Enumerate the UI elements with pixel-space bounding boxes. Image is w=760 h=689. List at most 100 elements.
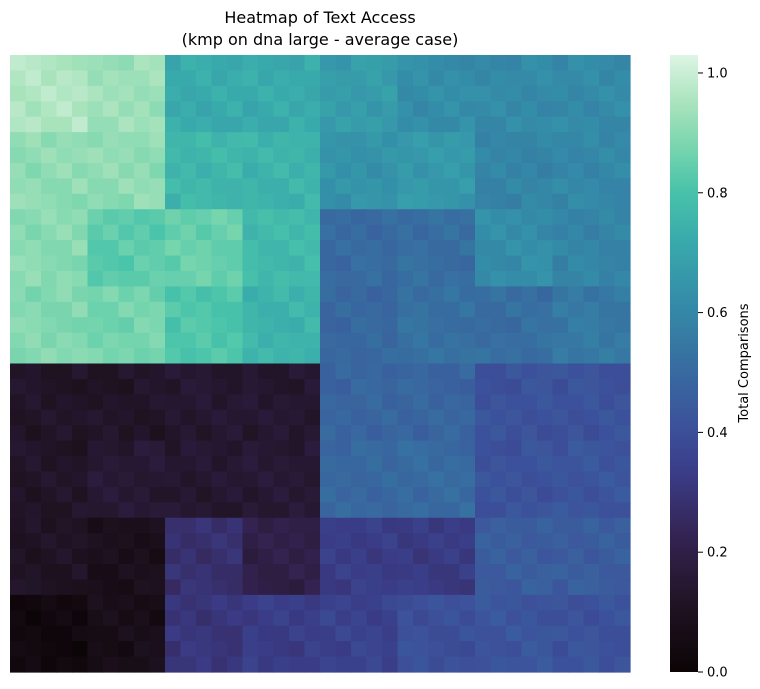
heatmap-subcell [475,85,492,102]
heatmap-subcell [273,656,290,673]
heatmap-subcell [196,147,213,164]
heatmap-subcell [506,132,523,149]
heatmap-subcell [366,625,383,642]
heatmap-subcell [444,255,461,272]
heatmap-subcell [134,394,151,411]
heatmap-subcell [165,240,182,257]
heatmap-subcell [180,548,197,565]
heatmap-subcell [10,348,27,365]
heatmap-subcell [537,116,554,133]
heatmap-subcell [428,471,445,488]
heatmap-subcell [552,301,569,318]
heatmap-subcell [382,641,399,658]
heatmap-subcell [320,564,337,581]
heatmap-subcell [180,116,197,133]
heatmap-subcell [428,641,445,658]
heatmap-subcell [459,486,476,503]
heatmap-subcell [599,116,616,133]
heatmap-subcell [196,85,213,102]
heatmap-subcell [382,363,399,380]
heatmap-subcell [444,378,461,395]
heatmap-subcell [180,425,197,442]
heatmap-subcell [537,409,554,426]
heatmap-subcell [10,193,27,210]
heatmap-subcell [196,471,213,488]
heatmap-subcell [521,240,538,257]
heatmap-subcell [273,209,290,226]
heatmap-subcell [475,240,492,257]
heatmap-subcell [211,116,228,133]
heatmap-subcell [118,70,135,87]
heatmap-subcell [273,409,290,426]
heatmap-subcell [599,209,616,226]
heatmap-subcell [56,317,73,334]
heatmap-subcell [537,579,554,596]
heatmap-subcell [444,610,461,627]
heatmap-subcell [413,641,430,658]
heatmap-subcell [614,286,631,303]
heatmap-subcell [289,85,306,102]
heatmap-subcell [351,656,368,673]
heatmap-cell [87,517,166,596]
heatmap-cell [475,517,554,596]
heatmap-cell [552,132,631,210]
heatmap-subcell [25,255,42,272]
heatmap-subcell [242,656,259,673]
heatmap-subcell [242,378,259,395]
heatmap-subcell [196,548,213,565]
heatmap-subcell [366,209,383,226]
heatmap-subcell [413,317,430,334]
heatmap-subcell [521,656,538,673]
heatmap-subcell [180,625,197,642]
heatmap-subcell [103,240,120,257]
heatmap-subcell [599,162,616,179]
heatmap-subcell [211,270,228,287]
heatmap-subcell [72,456,89,473]
heatmap-subcell [227,517,244,534]
heatmap-subcell [10,116,27,133]
heatmap-subcell [552,641,569,658]
heatmap-cell [320,594,399,673]
heatmap-subcell [552,162,569,179]
heatmap-subcell [134,255,151,272]
heatmap-subcell [72,178,89,195]
heatmap-subcell [56,270,73,287]
heatmap-subcell [413,502,430,519]
heatmap-subcell [614,502,631,519]
heatmap-subcell [149,193,166,210]
heatmap-subcell [304,610,321,627]
heatmap-subcell [397,209,414,226]
heatmap-subcell [583,332,600,349]
heatmap-subcell [428,240,445,257]
heatmap-subcell [165,348,182,365]
heatmap-subcell [134,224,151,241]
heatmap-subcell [41,116,58,133]
heatmap-subcell [134,116,151,133]
heatmap-subcell [72,255,89,272]
heatmap-subcell [103,255,120,272]
heatmap-subcell [382,178,399,195]
heatmap-subcell [196,579,213,596]
heatmap-subcell [366,147,383,164]
heatmap-subcell [10,55,27,72]
heatmap-subcell [490,317,507,334]
heatmap-subcell [180,270,197,287]
heatmap-subcell [103,471,120,488]
heatmap-subcell [428,502,445,519]
heatmap-subcell [599,440,616,457]
heatmap-subcell [583,610,600,627]
heatmap-subcell [614,579,631,596]
heatmap-subcell [428,70,445,87]
heatmap-subcell [537,456,554,473]
heatmap-subcell [258,132,275,149]
heatmap-subcell [413,517,430,534]
heatmap-subcell [304,317,321,334]
heatmap-subcell [56,116,73,133]
heatmap-subcell [397,193,414,210]
heatmap-subcell [552,193,569,210]
heatmap-subcell [382,440,399,457]
heatmap-subcell [351,55,368,72]
heatmap-subcell [428,564,445,581]
heatmap-subcell [459,286,476,303]
heatmap-subcell [599,270,616,287]
